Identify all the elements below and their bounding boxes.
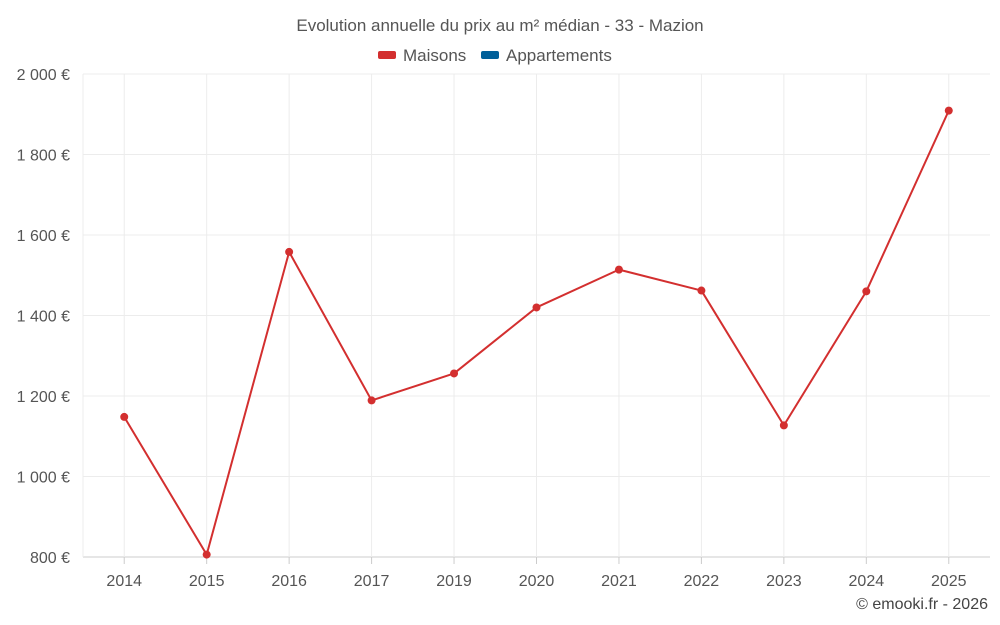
x-tick-label: 2020 [519,573,555,590]
data-point-maisons-2019[interactable] [450,369,459,378]
x-tick-label: 2021 [601,573,637,590]
x-tick-label: 2022 [684,573,720,590]
data-point-maisons-2022[interactable] [697,286,706,295]
x-tick-label: 2016 [271,573,307,590]
y-tick-label: 1 200 € [17,389,70,406]
y-tick-label: 1 400 € [17,309,70,326]
x-tick-label: 2024 [849,573,885,590]
y-tick-label: 1 000 € [17,470,70,487]
legend: Maisons Appartements [378,46,612,65]
x-tick-label: 2017 [354,573,390,590]
grid [82,73,990,558]
data-point-maisons-2023[interactable] [779,421,788,430]
legend-label-appartements: Appartements [506,46,612,65]
y-tick-label: 1 600 € [17,228,70,245]
y-tick-label: 800 € [30,550,70,567]
legend-label-maisons: Maisons [403,46,466,65]
y-tick-label: 1 800 € [17,148,70,165]
data-point-maisons-2025[interactable] [944,106,953,115]
legend-swatch-maisons [378,51,396,59]
x-tick-label: 2015 [189,573,225,590]
x-tick-label: 2014 [106,573,142,590]
data-point-maisons-2021[interactable] [614,265,623,274]
legend-swatch-appartements [481,51,499,59]
credit-text: © emooki.fr - 2026 [856,596,988,613]
data-point-maisons-2015[interactable] [202,550,211,559]
x-tick-label: 2023 [766,573,802,590]
x-tick-label: 2019 [436,573,472,590]
y-axis: 800 € 1 000 € 1 200 € 1 400 € 1 600 € 1 800 €… [17,67,70,567]
legend-item-appartements[interactable]: Appartements [481,46,612,65]
data-point-maisons-2016[interactable] [285,247,294,256]
x-tick-label: 2025 [931,573,967,590]
data-point-maisons-2020[interactable] [532,303,541,312]
legend-item-maisons[interactable]: Maisons [378,46,466,65]
x-axis: 2014 2015 2016 2017 2019 2020 2021 2022 2023 2024… [106,557,967,590]
data-point-maisons-2014[interactable] [120,412,129,421]
series-maisons [120,106,953,559]
y-tick-label: 2 000 € [17,67,70,84]
chart-title: Evolution annuelle du prix au m² médian … [296,16,703,35]
data-point-maisons-2024[interactable] [862,287,871,296]
data-point-maisons-2017[interactable] [367,396,376,405]
